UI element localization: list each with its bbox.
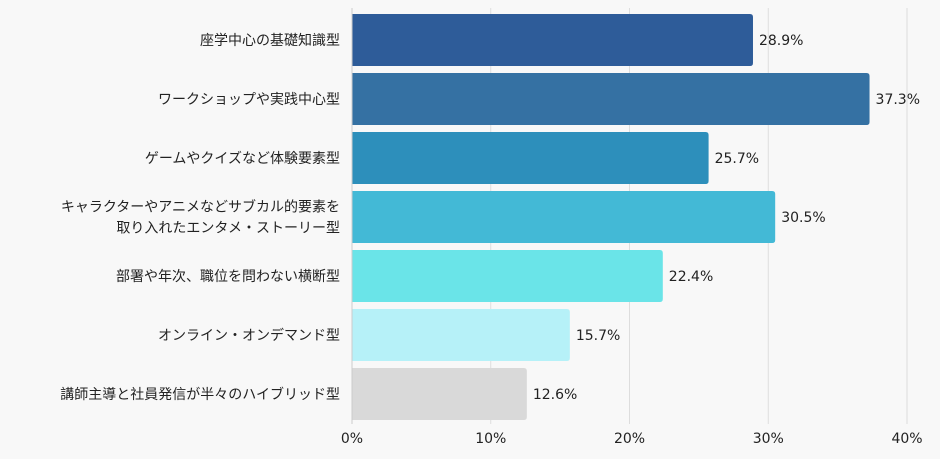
bar <box>352 14 753 66</box>
bar <box>352 250 663 302</box>
category-label: 部署や年次、職位を問わない横断型 <box>116 269 340 285</box>
value-label: 12.6% <box>533 387 577 403</box>
category-label: 取り入れたエンタメ・ストーリー型 <box>116 221 340 237</box>
value-label: 28.9% <box>759 33 803 49</box>
x-tick-label: 0% <box>341 431 363 447</box>
bar <box>352 309 570 361</box>
x-tick-label: 40% <box>891 431 922 447</box>
category-label: オンライン・オンデマンド型 <box>158 327 340 344</box>
bar <box>352 368 527 420</box>
bar <box>352 191 776 243</box>
category-label: キャラクターやアニメなどサブカル的要素を <box>61 199 340 216</box>
value-label: 30.5% <box>781 210 825 226</box>
value-label: 25.7% <box>715 151 759 167</box>
value-label: 37.3% <box>876 92 920 108</box>
category-label: 講師主導と社員発信が半々のハイブリッド型 <box>60 386 340 403</box>
category-label: ワークショップや実践中心型 <box>158 92 340 108</box>
bar <box>352 73 870 125</box>
value-label: 22.4% <box>669 269 713 285</box>
value-label: 15.7% <box>576 328 620 344</box>
x-tick-label: 10% <box>475 431 506 447</box>
x-tick-label: 30% <box>753 431 784 447</box>
category-label: 座学中心の基礎知識型 <box>200 32 340 49</box>
bar <box>352 132 709 184</box>
category-label: ゲームやクイズなど体験要素型 <box>145 151 340 167</box>
x-tick-label: 20% <box>614 431 645 447</box>
